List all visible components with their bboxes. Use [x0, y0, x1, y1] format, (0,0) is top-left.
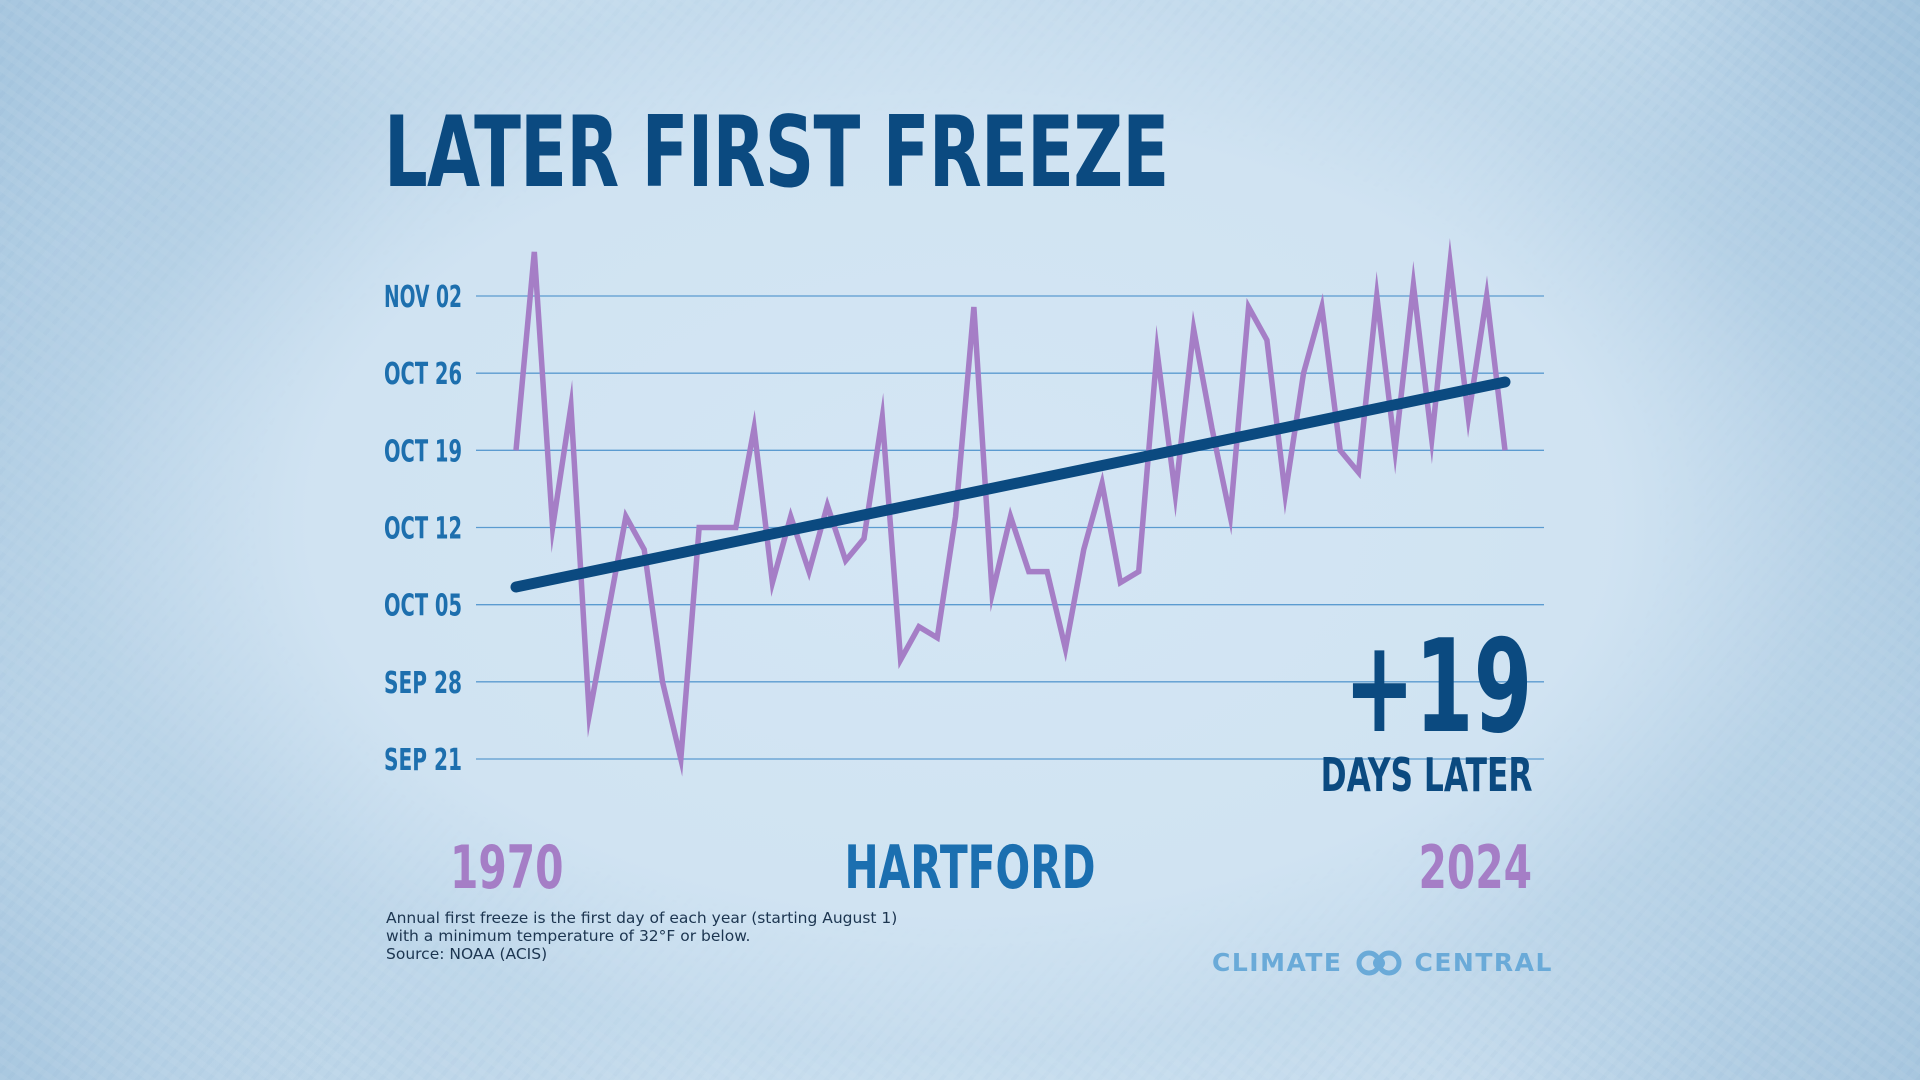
chart-title: LATER FIRST FREEZE: [384, 96, 1169, 210]
series-layer: [513, 238, 1508, 777]
trend-line: [510, 376, 1511, 593]
climate-central-logo: CLIMATE CENTRAL: [1212, 948, 1553, 977]
y-tick-label: SEP 28: [384, 666, 462, 701]
source-line: Source: NOAA (ACIS): [386, 945, 548, 963]
footnote-line: Annual first freeze is the first day of …: [386, 909, 898, 927]
y-axis-labels: SEP 21 SEP 28 OCT 05 OCT 12 OCT 19 OCT 26 NOV …: [384, 280, 462, 778]
city-label: HARTFORD: [844, 833, 1096, 903]
brand-left-text: CLIMATE: [1212, 948, 1343, 977]
y-tick-label: OCT 12: [384, 512, 462, 547]
y-tick-label: OCT 19: [384, 434, 462, 469]
y-tick-label: NOV 02: [384, 280, 462, 315]
start-year-label: 1970: [450, 833, 564, 903]
footnote-line: with a minimum temperature of 32°F or be…: [386, 927, 751, 945]
brand-right-text: CENTRAL: [1414, 948, 1553, 977]
end-year-label: 2024: [1418, 833, 1532, 903]
change-value: +19: [1343, 613, 1532, 762]
change-label: DAYS LATER: [1320, 748, 1532, 802]
y-tick-label: OCT 05: [384, 589, 462, 624]
climate-central-logo-icon: [1356, 950, 1401, 975]
y-tick-label: SEP 21: [384, 743, 462, 778]
trend-layer: [510, 376, 1511, 593]
footnote: Annual first freeze is the first day of …: [386, 909, 897, 963]
y-tick-label: OCT 26: [384, 357, 462, 392]
